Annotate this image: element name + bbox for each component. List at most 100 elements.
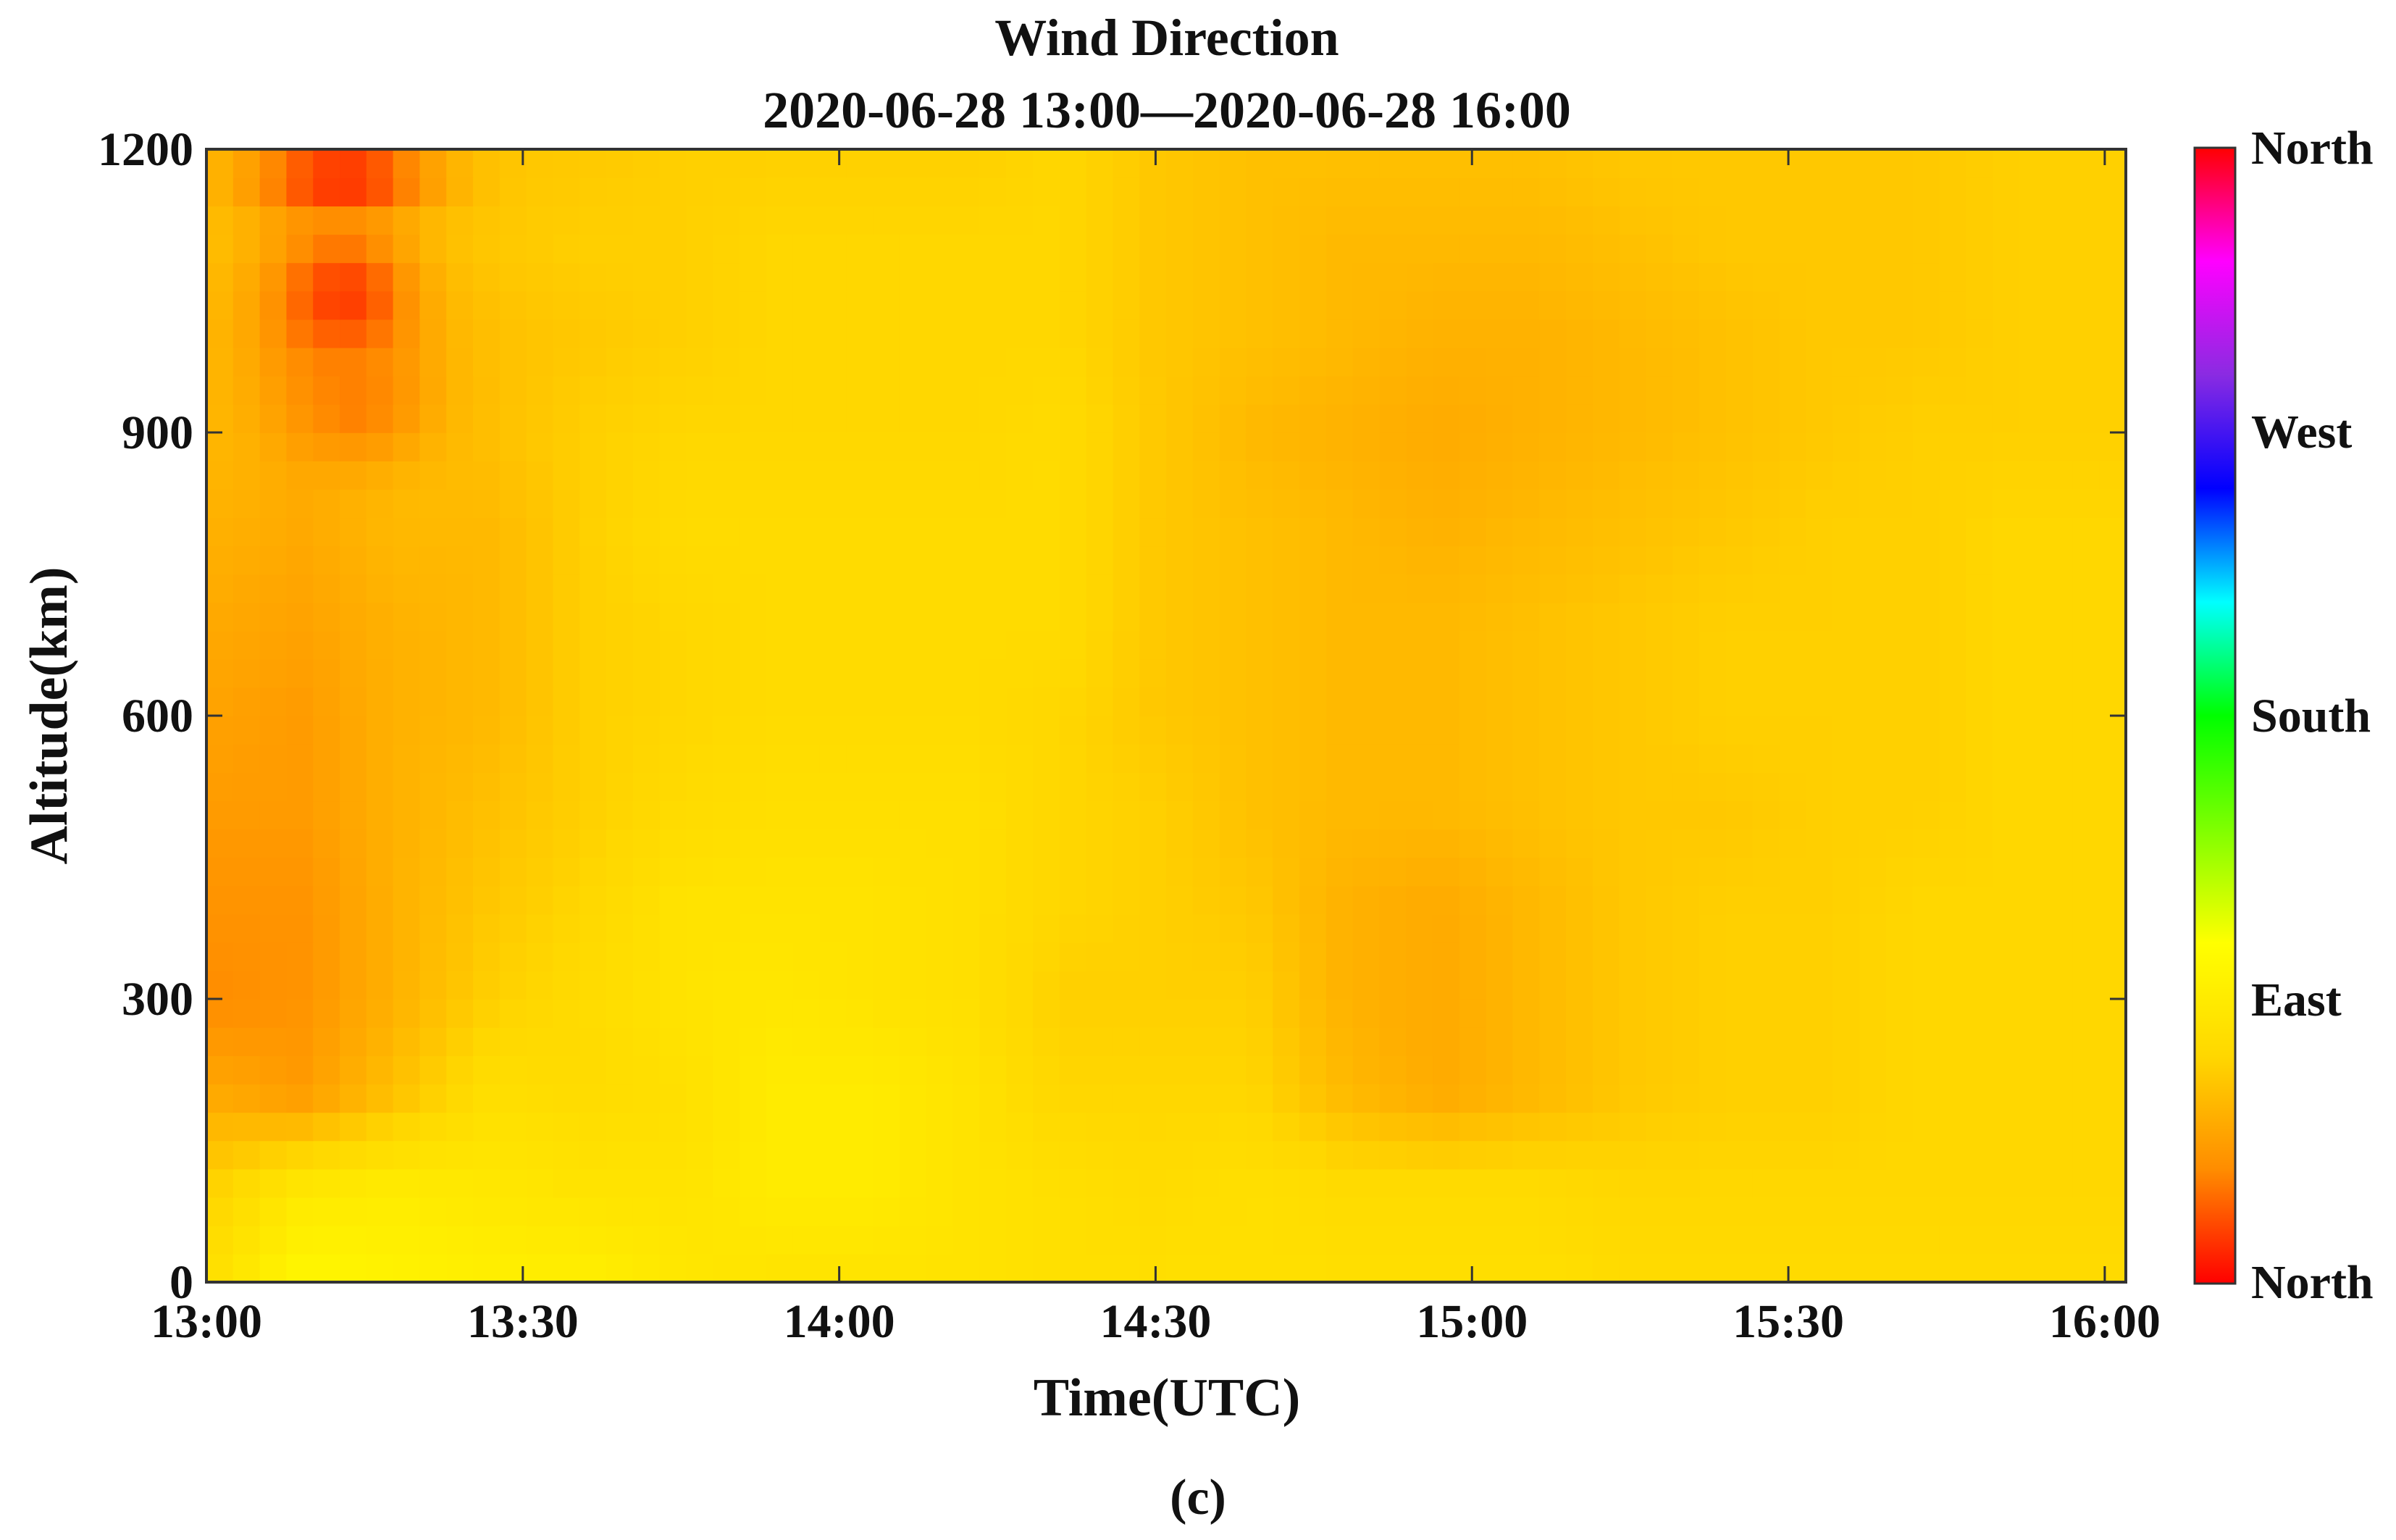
heatmap-cell <box>1832 545 1860 575</box>
heatmap-cell <box>1352 1253 1381 1283</box>
heatmap-cell <box>2045 999 2074 1028</box>
heatmap-cell <box>846 913 874 943</box>
heatmap-cell <box>499 885 527 915</box>
heatmap-cell <box>1752 290 1780 320</box>
heatmap-cell <box>846 999 874 1028</box>
heatmap-cell <box>1113 1055 1140 1085</box>
heatmap-cell <box>1433 913 1460 943</box>
heatmap-cell <box>792 403 821 433</box>
heatmap-cell <box>1512 602 1541 632</box>
heatmap-cell <box>1512 1197 1541 1226</box>
heatmap-cell <box>2099 800 2127 830</box>
heatmap-cell <box>553 970 581 1000</box>
heatmap-cell <box>2045 461 2074 490</box>
heatmap-cell <box>1192 489 1220 519</box>
heatmap-cell <box>1166 1253 1194 1283</box>
heatmap-cell <box>1219 489 1247 519</box>
heatmap-cell <box>1779 970 1807 1000</box>
heatmap-cell <box>1113 234 1140 264</box>
heatmap-cell <box>1725 800 1754 830</box>
heatmap-cell <box>740 687 767 716</box>
heatmap-cell <box>606 829 634 858</box>
heatmap-cell <box>926 942 954 971</box>
heatmap-cell <box>740 1055 767 1085</box>
heatmap-cell <box>1166 999 1194 1028</box>
heatmap-cell <box>1806 1197 1833 1226</box>
heatmap-cell <box>659 1140 687 1170</box>
heatmap-cell <box>206 885 234 915</box>
heatmap-cell <box>686 744 714 773</box>
heatmap-cell <box>713 999 740 1028</box>
heatmap-cell <box>1219 1055 1247 1085</box>
heatmap-cell <box>1406 461 1433 490</box>
heatmap-cell <box>2072 1168 2100 1198</box>
heatmap-cell <box>1299 489 1327 519</box>
heatmap-cell <box>1806 857 1833 887</box>
heatmap-cell <box>499 1225 527 1255</box>
heatmap-cell <box>819 1084 847 1113</box>
heatmap-cell <box>446 829 474 858</box>
heatmap-cell <box>1885 658 1914 688</box>
heatmap-cell <box>1059 630 1087 660</box>
heatmap-cell <box>606 1140 634 1170</box>
heatmap-cell <box>952 857 981 887</box>
heatmap-cell <box>1325 149 1354 178</box>
heatmap-cell <box>233 913 261 943</box>
heatmap-cell <box>1672 206 1700 235</box>
heatmap-cell <box>819 177 847 206</box>
heatmap-cell <box>606 1197 634 1226</box>
heatmap-cell <box>446 602 474 632</box>
heatmap-cell <box>2072 1225 2100 1255</box>
heatmap-cell <box>1006 1253 1034 1283</box>
heatmap-cell <box>526 1140 554 1170</box>
heatmap-cell <box>1699 347 1727 377</box>
heatmap-cell <box>473 574 500 603</box>
heatmap-cell <box>873 885 900 915</box>
heatmap-cell <box>1379 1197 1407 1226</box>
heatmap-cell <box>1939 149 1966 178</box>
heatmap-cell <box>1592 687 1620 716</box>
heatmap-cell <box>713 829 740 858</box>
heatmap-cell <box>446 149 474 178</box>
heatmap-cell <box>1406 375 1433 405</box>
heatmap-cell <box>446 687 474 716</box>
heatmap-cell <box>1806 716 1833 745</box>
heatmap-cell <box>1699 1112 1727 1142</box>
heatmap-cell <box>446 375 474 405</box>
heatmap-cell <box>1379 574 1407 603</box>
heatmap-cell <box>1246 319 1274 348</box>
heatmap-cell <box>1779 1197 1807 1226</box>
heatmap-cell <box>526 885 554 915</box>
heatmap-cell <box>259 432 288 461</box>
heatmap-cell <box>1619 234 1647 264</box>
heatmap-cell <box>1352 800 1381 830</box>
heatmap-cell <box>499 432 527 461</box>
heatmap-cell <box>1619 206 1647 235</box>
heatmap-cell <box>632 1225 661 1255</box>
heatmap-cell <box>1406 744 1433 773</box>
heatmap-cell <box>579 432 607 461</box>
heatmap-cell <box>632 1168 661 1198</box>
heatmap-cell <box>1859 942 1887 971</box>
heatmap-cell <box>419 432 448 461</box>
heatmap-cell <box>1299 545 1327 575</box>
heatmap-cell <box>1459 1197 1487 1226</box>
heatmap-cell <box>286 800 314 830</box>
heatmap-cell <box>926 177 954 206</box>
heatmap-cell <box>1032 970 1060 1000</box>
heatmap-cell <box>979 461 1007 490</box>
heatmap-cell <box>1379 206 1407 235</box>
heatmap-cell <box>2019 1112 2047 1142</box>
heatmap-cell <box>979 602 1007 632</box>
heatmap-cell <box>1779 517 1807 547</box>
heatmap-cell <box>1459 800 1487 830</box>
heatmap-cell <box>259 574 288 603</box>
heatmap-cell <box>1832 885 1860 915</box>
heatmap-cell <box>233 772 261 802</box>
heatmap-cell <box>1725 913 1754 943</box>
heatmap-cell <box>1832 829 1860 858</box>
heatmap-cell <box>1325 545 1354 575</box>
heatmap-cell <box>553 602 581 632</box>
heatmap-cell <box>1646 319 1674 348</box>
heatmap-cell <box>259 687 288 716</box>
